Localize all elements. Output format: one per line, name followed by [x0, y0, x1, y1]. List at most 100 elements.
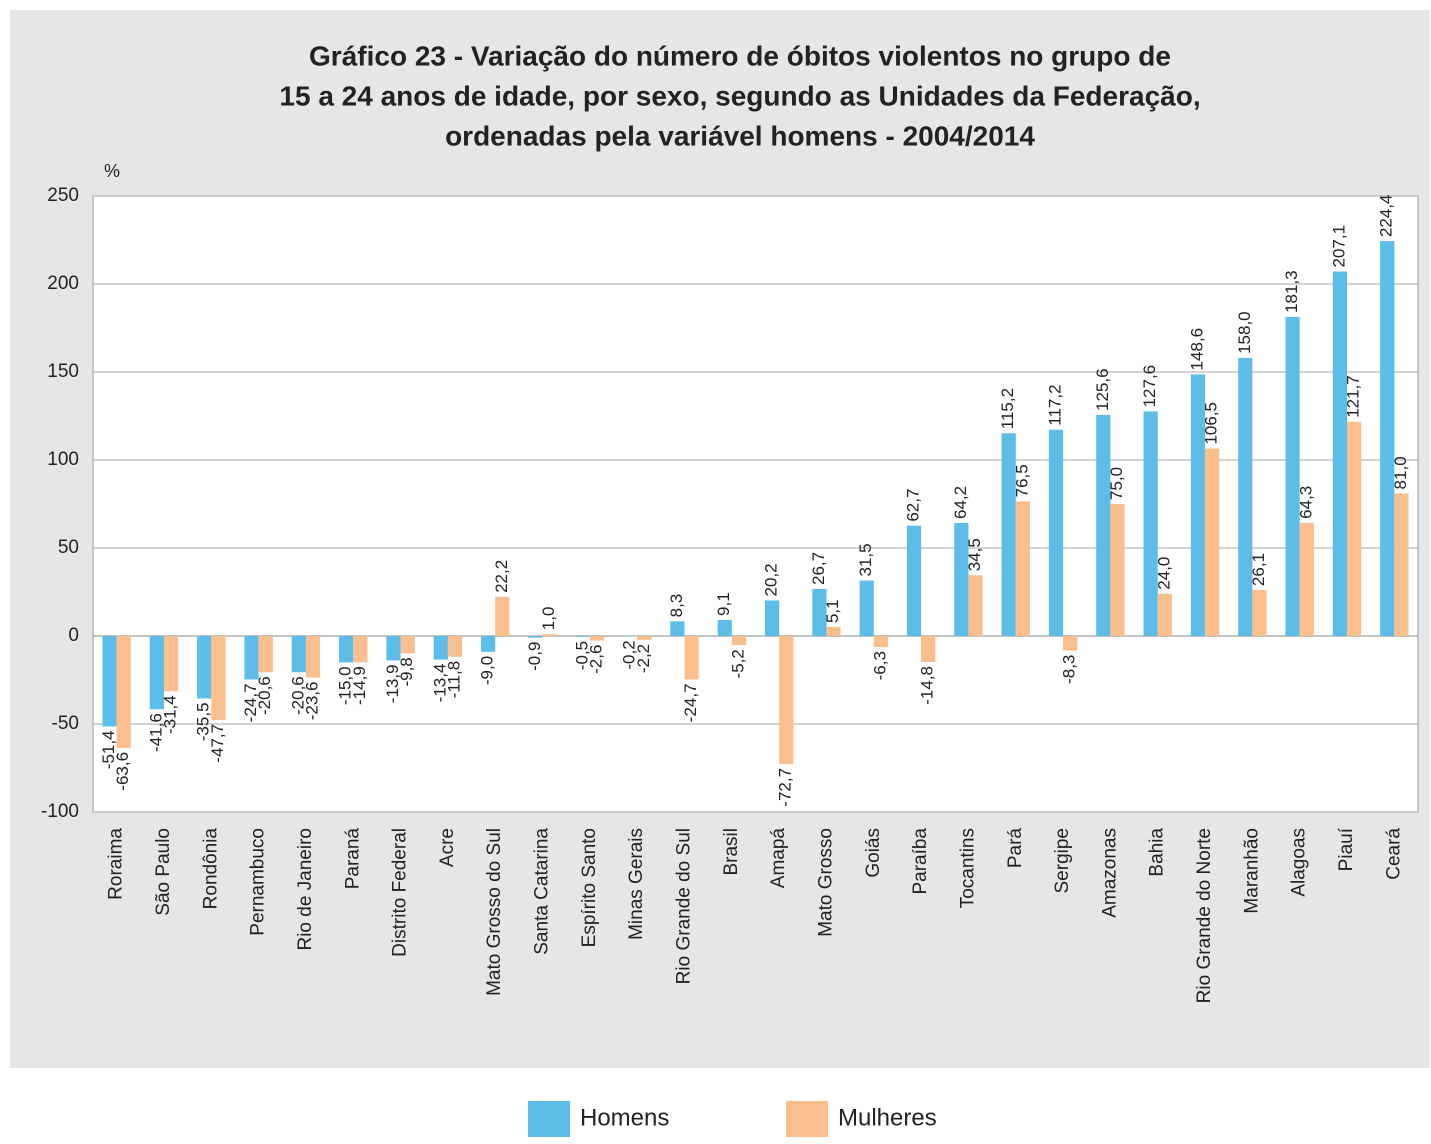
data-label: -9,8 — [397, 657, 416, 686]
bar — [1394, 493, 1408, 636]
bar — [907, 526, 921, 636]
bar — [244, 636, 258, 679]
bar — [1380, 241, 1394, 636]
data-label: -9,0 — [478, 656, 497, 685]
x-tick-label: Rio Grande do Sul — [674, 828, 695, 984]
y-tick-label: -50 — [52, 713, 79, 734]
bar — [590, 636, 604, 641]
data-label: 81,0 — [1391, 456, 1410, 489]
data-label: 106,5 — [1202, 402, 1221, 445]
y-tick-label: 50 — [58, 537, 79, 558]
data-label: -5,2 — [728, 649, 747, 678]
bar — [1002, 433, 1016, 636]
data-label: 26,1 — [1249, 553, 1268, 586]
bar — [495, 597, 509, 636]
x-tick-label: Goiás — [863, 828, 884, 878]
data-label: -14,9 — [350, 666, 369, 705]
x-tick-label: Ceará — [1383, 828, 1404, 880]
bar — [779, 636, 793, 764]
x-tick-label: São Paulo — [153, 828, 174, 916]
x-tick-label: Rio de Janeiro — [295, 828, 316, 951]
data-label: 34,5 — [965, 538, 984, 571]
bar — [1300, 523, 1314, 636]
x-tick-label: Alagoas — [1289, 828, 1310, 897]
bar — [1049, 430, 1063, 636]
data-label: 125,6 — [1093, 368, 1112, 411]
x-tick-label: Santa Catarina — [532, 828, 553, 955]
x-tick-label: Paraná — [342, 828, 363, 890]
x-tick-label: Piauí — [1336, 827, 1357, 871]
x-tick-label: Amazonas — [1099, 828, 1120, 918]
data-label: -24,7 — [681, 683, 700, 722]
legend-label: Mulheres — [838, 1104, 937, 1131]
y-tick-label: 200 — [47, 273, 79, 294]
bar — [1110, 504, 1124, 636]
bar — [197, 636, 211, 698]
bar — [448, 636, 462, 657]
y-tick-label: 0 — [68, 625, 79, 646]
bar — [732, 636, 746, 645]
x-tick-label: Rondônia — [200, 828, 221, 910]
bar — [386, 636, 400, 660]
bar — [874, 636, 888, 647]
x-tick-label: Distrito Federal — [390, 828, 411, 957]
bar — [1252, 590, 1266, 636]
x-tick-label: Mato Grosso do Sul — [484, 828, 505, 996]
x-tick-label: Brasil — [721, 828, 742, 876]
bar — [1347, 422, 1361, 636]
x-tick-label: Espírito Santo — [579, 828, 600, 947]
x-tick-label: Bahia — [1147, 828, 1168, 877]
bar — [543, 634, 557, 636]
legend-swatch — [786, 1101, 828, 1137]
bar — [211, 636, 225, 720]
bar — [921, 636, 935, 662]
bar — [481, 636, 495, 652]
data-label: 64,3 — [1296, 486, 1315, 519]
bar — [826, 627, 840, 636]
data-label: 224,4 — [1377, 195, 1396, 238]
x-tick-label: Minas Gerais — [626, 828, 647, 940]
bar — [339, 636, 353, 662]
data-label: -63,6 — [113, 752, 132, 791]
data-label: -11,8 — [444, 661, 463, 699]
bar — [164, 636, 178, 691]
data-label: 76,5 — [1012, 464, 1031, 497]
data-label: 62,7 — [904, 489, 923, 522]
data-label: 181,3 — [1282, 270, 1301, 313]
data-label: 31,5 — [856, 543, 875, 576]
bar — [1158, 594, 1172, 636]
data-label: 75,0 — [1107, 467, 1126, 500]
bar — [1205, 449, 1219, 636]
bar — [401, 636, 415, 653]
data-label: -47,7 — [208, 724, 227, 763]
x-tick-label: Tocantins — [957, 828, 978, 908]
data-label: 8,3 — [667, 594, 686, 618]
data-label: 117,2 — [1045, 384, 1064, 425]
y-tick-label: -100 — [41, 801, 79, 822]
x-tick-label: Rio Grande do Norte — [1194, 828, 1215, 1003]
bar — [637, 636, 651, 640]
bar — [353, 636, 367, 662]
data-label: 115,2 — [998, 388, 1017, 429]
x-tick-label: Maranhão — [1241, 828, 1262, 914]
data-label: -20,6 — [255, 676, 274, 715]
bar — [576, 636, 590, 637]
data-label: -14,8 — [918, 666, 937, 705]
data-label: -6,3 — [870, 651, 889, 680]
y-tick-label: 100 — [47, 449, 79, 470]
chart-title: ordenadas pela variável homens - 2004/20… — [445, 120, 1035, 151]
bar — [1333, 272, 1347, 636]
data-label: 9,1 — [714, 592, 733, 616]
x-tick-label: Mato Grosso — [815, 828, 836, 937]
data-label: -23,6 — [303, 682, 322, 721]
legend-label: Homens — [580, 1104, 669, 1131]
bar — [259, 636, 273, 672]
bar — [528, 636, 542, 638]
bar — [117, 636, 131, 748]
data-label: 24,0 — [1154, 557, 1173, 590]
data-label: -31,4 — [161, 695, 180, 734]
data-label: 5,1 — [823, 599, 842, 623]
data-label: 127,6 — [1140, 365, 1159, 408]
data-label: 148,6 — [1187, 328, 1206, 371]
